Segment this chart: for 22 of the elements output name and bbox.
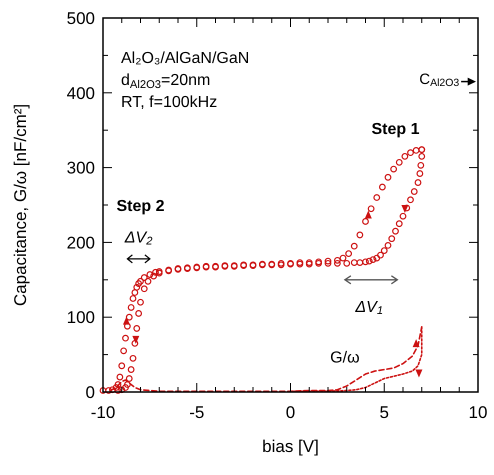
y-tick-label: 200 xyxy=(66,233,95,252)
x-tick-label: -10 xyxy=(90,403,116,422)
annotation: Step 1 xyxy=(371,121,420,138)
x-tick-label: -5 xyxy=(189,403,204,422)
annotation: C$_{Al2O3}$ xyxy=(419,71,460,90)
annotation: RT, f=100kHz xyxy=(121,94,218,111)
x-tick-label: 10 xyxy=(468,403,488,422)
annotation: Step 2 xyxy=(116,198,165,216)
y-tick-label: 300 xyxy=(66,158,95,178)
x-tick-label: 0 xyxy=(286,403,296,422)
x-tick-label: 5 xyxy=(380,403,389,422)
y-axis-title: Capacitance, G/ω [nF/cm²] xyxy=(11,104,30,306)
y-tick-label: 400 xyxy=(66,84,95,103)
annotation: G/ω xyxy=(330,350,360,367)
y-tick-label: 500 xyxy=(66,9,95,28)
annotation: d$_{Al2O3}$=20nm xyxy=(121,72,210,92)
y-tick-label: 100 xyxy=(66,308,95,328)
annotation: ΔV$_{1}$ xyxy=(354,299,384,318)
annotation: Al₂O₃/AlGaN/GaN xyxy=(121,50,250,67)
x-axis-title: bias [V] xyxy=(262,437,319,456)
y-tick-label: 0 xyxy=(86,383,95,402)
annotation: ΔV$_{2}$ xyxy=(124,230,154,248)
